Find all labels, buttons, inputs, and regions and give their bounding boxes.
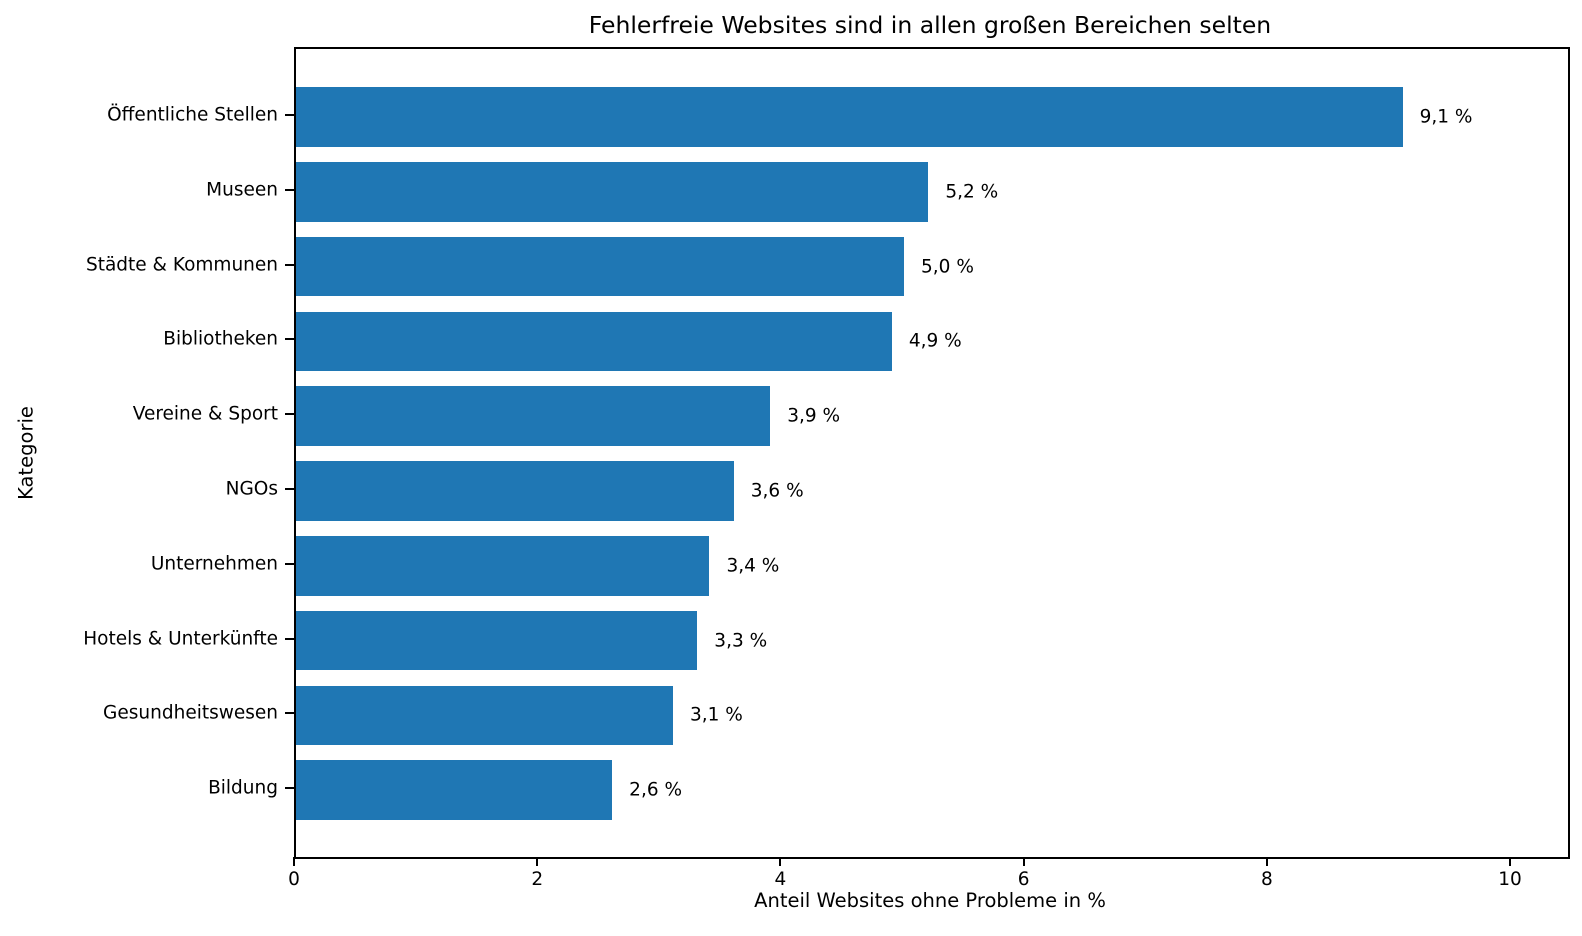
bar-value-label: 3,3 % [714, 630, 768, 652]
y-tick-mark [285, 787, 294, 790]
y-tick-mark [285, 637, 294, 640]
bar-value-label: 5,0 % [921, 256, 974, 278]
x-tick-mark [1509, 857, 1512, 866]
x-tick-mark [1022, 857, 1025, 866]
y-tick-label: Hotels & Unterkünfte [83, 628, 278, 650]
x-tick-label: 4 [774, 869, 787, 890]
bar-value-label: 3,6 % [750, 480, 804, 502]
plot-area: 9,1 % 5,2 % 5,0 % 4,9 % 3,9 % 3,6 % 3,4 % 3,3 %… [294, 47, 1570, 859]
bar-value-label: 4,9 % [908, 330, 962, 352]
bar-value-label: 3,9 % [787, 405, 841, 427]
x-tick-label: 8 [1260, 869, 1273, 890]
y-tick-mark [285, 338, 294, 341]
y-tick-mark [285, 562, 294, 565]
y-tick-mark [285, 263, 294, 266]
y-tick-mark [285, 413, 294, 416]
y-tick-label: Unternehmen [150, 553, 278, 575]
bar [296, 236, 905, 297]
y-tick-label: Bildung [208, 777, 278, 799]
x-tick-mark [1265, 857, 1268, 866]
y-tick-label: Vereine & Sport [132, 403, 278, 425]
y-tick-mark [285, 188, 294, 191]
x-tick-mark [536, 857, 539, 866]
bar [296, 311, 892, 372]
bar-value-label: 3,4 % [726, 555, 780, 577]
bar [296, 87, 1403, 147]
bar-value-label: 9,1 % [1419, 106, 1473, 128]
bar-value-label: 2,6 % [629, 779, 683, 801]
x-tick-mark [293, 857, 295, 866]
y-tick-mark [285, 488, 294, 490]
chart-title: Fehlerfreie Websites sind in allen große… [588, 11, 1272, 39]
y-tick-label: Öffentliche Stellen [107, 104, 278, 126]
y-tick-label: NGOs [225, 478, 278, 500]
x-tick-label: 2 [531, 869, 544, 890]
bar [296, 760, 613, 821]
y-tick-mark [285, 712, 294, 715]
bar [296, 161, 929, 222]
bar-value-label: 3,1 % [689, 704, 743, 726]
y-tick-mark [285, 114, 294, 116]
x-tick-label: 10 [1498, 869, 1522, 890]
y-tick-label: Museen [206, 179, 278, 201]
y-tick-label: Bibliotheken [163, 328, 278, 350]
bar [296, 535, 710, 596]
bar-value-label: 5,2 % [945, 181, 999, 203]
bar [296, 685, 673, 746]
x-axis-label: Anteil Websites ohne Probleme in % [754, 889, 1106, 912]
bar [296, 461, 734, 521]
x-tick-label: 0 [288, 869, 300, 890]
x-tick-label: 6 [1017, 869, 1030, 890]
y-tick-label: Gesundheitswesen [103, 702, 278, 724]
x-tick-mark [779, 857, 782, 866]
bar [296, 610, 698, 671]
y-tick-label: Städte & Kommunen [85, 254, 278, 276]
bar [296, 386, 771, 447]
